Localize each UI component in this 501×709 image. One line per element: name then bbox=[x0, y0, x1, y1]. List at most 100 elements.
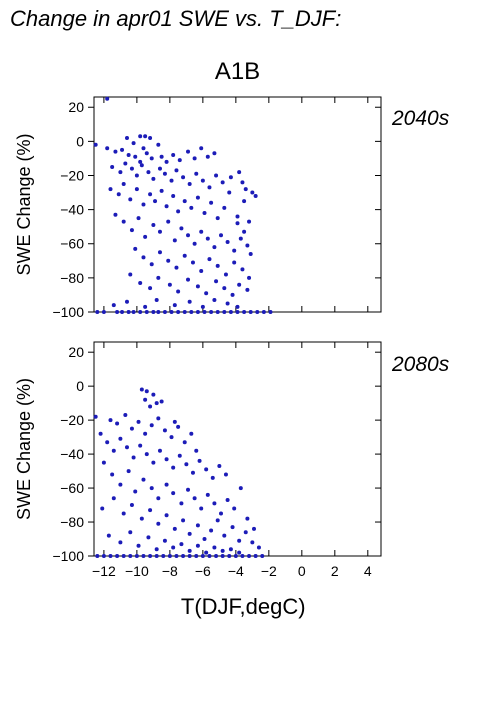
data-point-0-160 bbox=[255, 310, 260, 314]
data-point-1-53 bbox=[179, 501, 184, 506]
data-point-1-41 bbox=[223, 472, 228, 477]
data-point-0-86 bbox=[199, 229, 204, 234]
data-point-1-116 bbox=[187, 554, 192, 558]
data-point-0-33 bbox=[151, 176, 156, 181]
data-point-0-159 bbox=[248, 310, 253, 314]
data-point-1-45 bbox=[118, 482, 123, 487]
data-point-1-104 bbox=[108, 554, 113, 558]
data-point-1-63 bbox=[245, 516, 250, 521]
data-point-1-17 bbox=[169, 435, 174, 440]
data-point-0-150 bbox=[189, 310, 194, 314]
data-point-0-152 bbox=[202, 310, 207, 314]
data-point-1-57 bbox=[205, 492, 210, 497]
data-point-0-5 bbox=[148, 135, 153, 140]
data-point-1-103 bbox=[101, 554, 106, 558]
y-tick-label-0-0: 20 bbox=[68, 99, 84, 115]
data-point-0-78 bbox=[143, 234, 148, 239]
panel-label-top: 2040s bbox=[392, 107, 450, 130]
data-point-1-72 bbox=[164, 513, 169, 518]
data-point-1-52 bbox=[171, 491, 176, 496]
data-point-1-60 bbox=[225, 497, 230, 502]
y-tick-label-1-3: −40 bbox=[60, 446, 84, 462]
data-point-0-128 bbox=[143, 304, 148, 309]
data-point-0-129 bbox=[154, 298, 159, 303]
data-point-0-125 bbox=[245, 287, 250, 292]
data-point-0-34 bbox=[157, 166, 162, 171]
data-point-0-136 bbox=[95, 310, 100, 314]
data-point-1-66 bbox=[111, 496, 116, 501]
data-point-1-61 bbox=[232, 506, 237, 511]
data-point-0-137 bbox=[101, 310, 106, 314]
data-point-0-38 bbox=[181, 175, 186, 180]
data-point-0-153 bbox=[209, 310, 214, 314]
data-point-0-41 bbox=[200, 178, 205, 183]
data-point-1-22 bbox=[98, 431, 103, 436]
data-point-1-73 bbox=[172, 526, 177, 531]
data-point-0-22 bbox=[192, 156, 197, 161]
y-tick-label-1-2: −20 bbox=[60, 412, 84, 428]
data-point-1-76 bbox=[195, 523, 200, 528]
data-point-0-40 bbox=[194, 171, 199, 176]
data-point-0-16 bbox=[149, 156, 154, 161]
data-point-1-74 bbox=[181, 518, 186, 523]
data-point-1-14 bbox=[149, 423, 154, 428]
data-point-0-92 bbox=[238, 236, 243, 241]
data-point-0-4 bbox=[143, 134, 148, 139]
data-point-1-27 bbox=[131, 455, 136, 460]
data-point-1-43 bbox=[101, 460, 106, 465]
data-point-1-37 bbox=[197, 458, 202, 463]
data-point-1-97 bbox=[204, 550, 209, 555]
data-point-1-5 bbox=[148, 404, 153, 409]
data-point-1-108 bbox=[134, 554, 139, 558]
data-point-0-147 bbox=[169, 310, 174, 314]
data-point-1-89 bbox=[136, 543, 141, 548]
data-point-0-20 bbox=[177, 158, 182, 163]
y-axis-label-1: SWE Change (%) bbox=[14, 378, 34, 520]
data-point-0-91 bbox=[232, 248, 237, 253]
data-point-0-14 bbox=[138, 159, 143, 164]
data-point-0-110 bbox=[240, 267, 245, 272]
data-point-1-10 bbox=[123, 413, 128, 418]
y-tick-label-0-3: −40 bbox=[60, 202, 84, 218]
data-point-1-112 bbox=[161, 554, 166, 558]
x-tick-label-1-8: 4 bbox=[364, 563, 372, 579]
data-point-1-23 bbox=[105, 440, 110, 445]
data-point-1-78 bbox=[209, 528, 214, 533]
data-point-0-111 bbox=[247, 275, 252, 280]
data-point-1-32 bbox=[164, 457, 169, 462]
data-point-1-28 bbox=[138, 443, 143, 448]
data-point-1-54 bbox=[186, 487, 191, 492]
data-point-0-162 bbox=[268, 310, 273, 314]
data-point-1-124 bbox=[240, 554, 245, 558]
data-point-1-123 bbox=[233, 554, 238, 558]
data-point-1-12 bbox=[136, 419, 141, 424]
data-point-0-151 bbox=[195, 310, 200, 314]
data-point-1-51 bbox=[164, 482, 169, 487]
data-point-0-109 bbox=[232, 260, 237, 265]
data-point-0-27 bbox=[118, 170, 123, 175]
data-point-0-105 bbox=[199, 269, 204, 274]
data-point-1-98 bbox=[212, 545, 217, 550]
data-point-1-111 bbox=[154, 554, 159, 558]
data-point-0-9 bbox=[105, 146, 110, 151]
data-point-0-142 bbox=[138, 310, 143, 314]
data-point-0-82 bbox=[172, 238, 177, 243]
data-point-1-55 bbox=[192, 496, 197, 501]
data-point-1-38 bbox=[204, 467, 209, 472]
data-point-0-97 bbox=[133, 246, 138, 251]
data-point-0-161 bbox=[261, 310, 266, 314]
data-point-0-42 bbox=[207, 185, 212, 190]
data-point-0-59 bbox=[164, 204, 169, 209]
data-point-0-123 bbox=[230, 292, 235, 297]
y-tick-label-1-6: −100 bbox=[52, 548, 84, 564]
data-point-1-16 bbox=[162, 428, 167, 433]
data-point-0-146 bbox=[162, 310, 167, 314]
data-point-1-77 bbox=[202, 537, 207, 542]
data-point-1-21 bbox=[172, 419, 177, 424]
data-point-0-116 bbox=[167, 282, 172, 287]
data-point-0-54 bbox=[134, 187, 139, 192]
data-point-0-71 bbox=[242, 199, 247, 204]
data-point-0-57 bbox=[153, 199, 158, 204]
data-point-0-68 bbox=[222, 205, 227, 210]
data-point-0-36 bbox=[169, 178, 174, 183]
